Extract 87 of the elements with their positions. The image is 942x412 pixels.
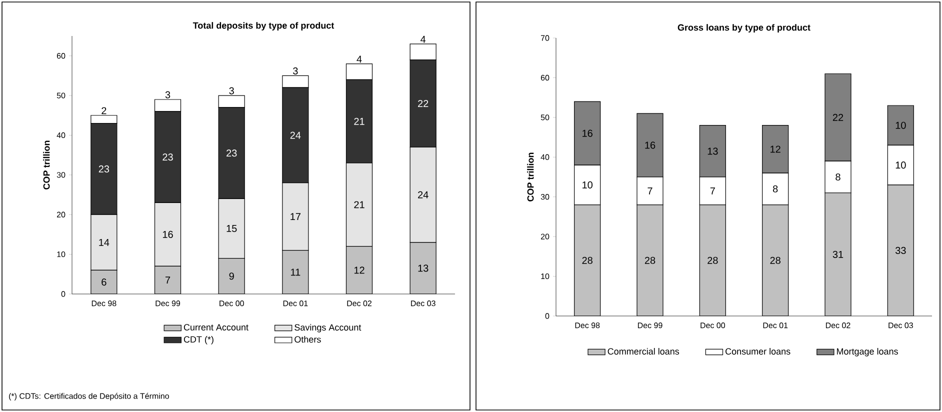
data-label: 16 [582,130,592,137]
y-tick-label: 70 [540,35,550,41]
x-tick-label: Dec 98 [92,300,116,306]
data-label: 12 [770,146,780,153]
data-label: 16 [162,230,173,238]
legend-label: CDT (*) [184,336,214,344]
data-label: 23 [226,150,237,157]
data-label: 21 [354,118,364,125]
data-label: 7 [710,187,715,194]
y-axis-title: COP trillion [43,140,50,190]
data-label: 4 [420,36,426,43]
data-label: 22 [418,100,428,107]
bar [574,204,600,316]
x-tick-label: Dec 98 [575,322,600,328]
data-label: 28 [770,256,780,264]
x-tick-label: Dec 02 [347,300,372,306]
y-tick-label: 20 [540,234,550,240]
data-label: 28 [582,256,592,264]
data-label: 10 [896,122,906,129]
y-tick-label: 0 [545,313,550,319]
y-tick-label: 40 [56,132,66,138]
y-tick-label: 30 [56,172,66,178]
data-label: 31 [832,250,844,258]
y-tick-label: 50 [540,114,550,120]
x-tick-label: Dec 02 [826,322,850,328]
bar [700,204,726,316]
x-tick-label: Dec 03 [888,322,913,328]
chart-title: Total deposits by type of product [192,22,334,30]
data-label: 15 [226,225,237,232]
x-tick-label: Dec 00 [700,322,726,328]
data-label: 8 [836,173,840,181]
data-label: 28 [708,256,718,264]
x-tick-label: Dec 01 [763,322,788,328]
x-tick-label: Dec 99 [638,322,662,328]
data-label: 22 [832,114,844,121]
data-label: 3 [293,67,298,74]
y-tick-label: 0 [61,291,66,297]
data-label: 9 [229,272,234,280]
data-label: 3 [229,87,234,94]
data-label: 14 [99,238,110,246]
legend-label: Consumer loans [726,348,790,355]
data-label: 21 [354,201,364,208]
data-label: 17 [290,213,300,220]
x-tick-label: Dec 03 [411,300,436,306]
x-tick-label: Dec 00 [220,300,244,306]
data-label: 28 [644,256,656,264]
data-label: 16 [645,142,656,149]
bar [824,192,851,316]
data-label: 12 [354,266,364,274]
data-label: 11 [291,268,300,276]
data-label: 10 [582,181,593,188]
data-label: 33 [895,246,906,254]
data-label: 24 [290,132,301,139]
x-tick-label: Dec 99 [156,300,180,306]
y-tick-label: 10 [57,251,66,258]
data-label: 6 [102,278,106,286]
data-label: 7 [648,187,652,194]
data-label: 13 [418,264,428,272]
data-label: 8 [772,185,778,192]
data-label: 23 [98,165,110,172]
chart-title: Gross loans by type of product [678,24,810,32]
y-tick-label: 60 [540,74,550,81]
data-label: 4 [356,56,362,63]
bar [762,204,788,316]
data-label: 10 [896,162,906,169]
legend-label: Current Account [184,324,248,330]
text: (*) CDTs: Certificados de Depósito a Término [9,392,169,400]
data-label: 23 [162,154,173,161]
y-tick-label: 40 [540,154,550,160]
data-label: 24 [418,191,428,198]
y-axis-title: COP trillion [527,152,534,202]
y-tick-label: 10 [541,273,550,280]
legend-label: Others [294,336,321,343]
legend-label: Commercial loans [608,348,680,355]
data-label: 2 [102,107,106,114]
data-label: 13 [708,148,718,155]
y-tick-label: 60 [56,53,66,59]
legend-label: Savings Account [294,324,362,332]
legend-label: Mortgage loans [836,348,898,356]
data-label: 7 [166,276,170,284]
bar [887,184,914,316]
bar [637,204,663,316]
y-tick-label: 20 [56,212,66,218]
data-label: 3 [165,91,170,98]
x-tick-label: Dec 01 [283,300,308,306]
y-tick-label: 30 [540,194,550,200]
y-tick-label: 50 [56,92,66,98]
